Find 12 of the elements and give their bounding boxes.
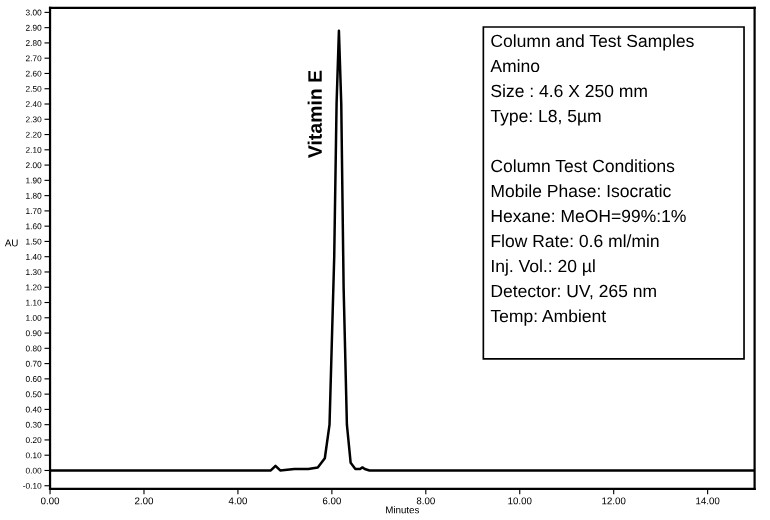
annotation: Inj. Vol.: 20 µl (492, 259, 595, 276)
annotation: Detector: UV, 265 nm (491, 284, 656, 300)
annotation: Type: L8, 5µm (490, 109, 601, 126)
annotation: Size : 4.6 X 250 mm (491, 84, 647, 98)
annotation: Hexane: MeOH=99%:1% (491, 209, 686, 223)
annotation: Column Test Conditions (491, 159, 675, 173)
annotation: Flow Rate: 0.6 ml/min (491, 234, 659, 248)
annotation: Vitamin E (307, 70, 322, 159)
annotation: Column and Test Samples (491, 34, 694, 51)
annotation: Amino (490, 59, 540, 73)
annotation: Mobile Phase: Isocratic (491, 184, 671, 198)
annotation: Temp: Ambient (490, 309, 607, 326)
